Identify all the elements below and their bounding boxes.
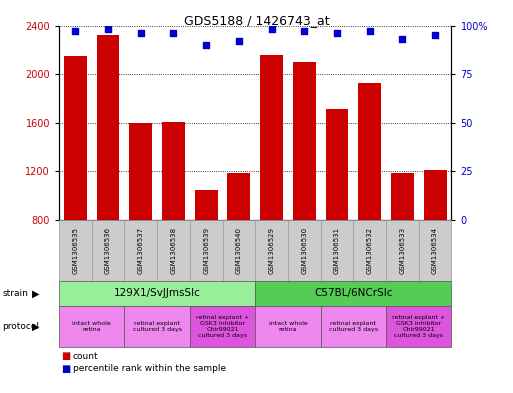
Text: ■: ■ <box>62 364 71 374</box>
Point <box>267 26 275 33</box>
Text: GSM1306531: GSM1306531 <box>334 227 340 274</box>
Point <box>398 36 406 42</box>
Text: count: count <box>73 352 98 360</box>
Text: GSM1306540: GSM1306540 <box>236 227 242 274</box>
Point <box>431 32 439 39</box>
Text: GSM1306533: GSM1306533 <box>400 227 405 274</box>
Bar <box>391 173 414 220</box>
Text: intact whole
retina: intact whole retina <box>72 321 111 332</box>
Bar <box>227 173 250 220</box>
Point <box>202 42 210 48</box>
Text: ▶: ▶ <box>32 321 40 331</box>
Bar <box>424 170 446 220</box>
Text: ■: ■ <box>62 351 71 361</box>
Text: retinal explant +
GSK3 inhibitor
Chir99021
cultured 3 days: retinal explant + GSK3 inhibitor Chir990… <box>392 315 445 338</box>
Bar <box>96 35 120 220</box>
Text: GSM1306530: GSM1306530 <box>301 227 307 274</box>
Bar <box>129 123 152 220</box>
Text: retinal explant +
GSK3 inhibitor
Chir99021
cultured 3 days: retinal explant + GSK3 inhibitor Chir990… <box>196 315 249 338</box>
Point <box>169 30 177 37</box>
Point <box>333 30 341 37</box>
Point <box>300 28 308 35</box>
Text: ▶: ▶ <box>32 288 40 298</box>
Text: GSM1306536: GSM1306536 <box>105 227 111 274</box>
Point <box>366 28 374 35</box>
Bar <box>162 121 185 220</box>
Text: GDS5188 / 1426743_at: GDS5188 / 1426743_at <box>184 14 329 27</box>
Point <box>71 28 80 35</box>
Text: GSM1306538: GSM1306538 <box>170 227 176 274</box>
Bar <box>358 83 381 220</box>
Point <box>104 26 112 33</box>
Text: strain: strain <box>3 289 28 298</box>
Text: GSM1306537: GSM1306537 <box>138 227 144 274</box>
Bar <box>64 56 87 220</box>
Text: retinal explant
cultured 3 days: retinal explant cultured 3 days <box>329 321 378 332</box>
Point <box>235 38 243 44</box>
Text: C57BL/6NCrSlc: C57BL/6NCrSlc <box>314 288 392 298</box>
Text: GSM1306539: GSM1306539 <box>203 227 209 274</box>
Text: retinal explant
cultured 3 days: retinal explant cultured 3 days <box>132 321 182 332</box>
Text: 129X1/SvJJmsSlc: 129X1/SvJJmsSlc <box>114 288 201 298</box>
Text: GSM1306534: GSM1306534 <box>432 227 438 274</box>
Point <box>136 30 145 37</box>
Text: GSM1306529: GSM1306529 <box>269 227 274 274</box>
Text: percentile rank within the sample: percentile rank within the sample <box>73 364 226 373</box>
Text: GSM1306532: GSM1306532 <box>367 227 372 274</box>
Text: intact whole
retina: intact whole retina <box>268 321 307 332</box>
Text: GSM1306535: GSM1306535 <box>72 227 78 274</box>
Bar <box>293 62 315 220</box>
Bar <box>195 190 218 220</box>
Bar <box>260 55 283 220</box>
Bar <box>326 109 348 220</box>
Text: protocol: protocol <box>3 322 40 331</box>
